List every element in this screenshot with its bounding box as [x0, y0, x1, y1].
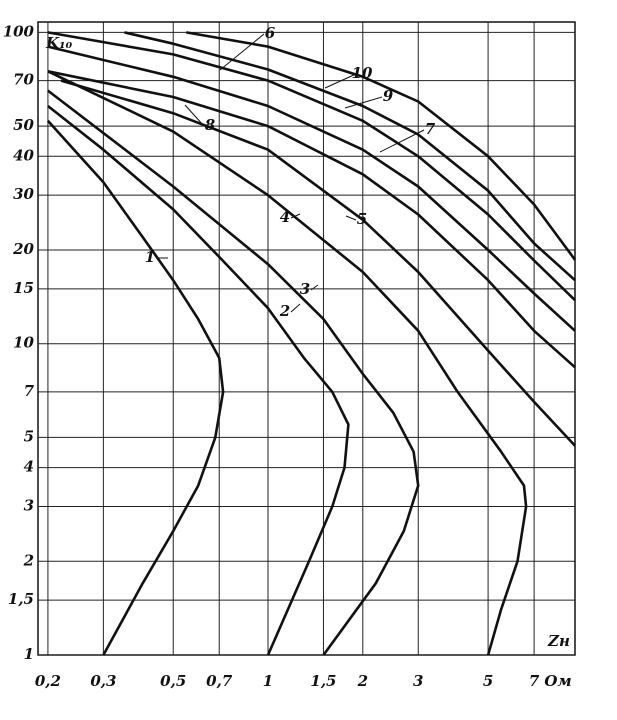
x-tick-label: 5 [483, 672, 493, 690]
y-tick-label: 5 [24, 427, 34, 445]
x-tick-label: 0,3 [90, 672, 116, 690]
curve [46, 119, 225, 656]
y-tick-label: 40 [13, 146, 34, 164]
curve [47, 104, 350, 656]
x-tick-label: 2 [357, 672, 368, 690]
leader-line [345, 215, 357, 221]
curve [60, 79, 576, 447]
curve-label: 3 [300, 280, 310, 298]
x-tick-label: 3 [413, 672, 423, 690]
x-tick-label: 1,5 [310, 672, 336, 690]
curve-label: 8 [205, 116, 216, 134]
y-tick-label: 2 [23, 551, 34, 569]
y-tick-label: 10 [13, 334, 34, 352]
x-tick-label: 1 [263, 672, 273, 690]
x-tick-label: 0,2 [35, 672, 61, 690]
curve-label: 1 [145, 248, 155, 266]
leader-line [219, 33, 265, 71]
curve-label: 2 [279, 302, 290, 320]
curve-label: 5 [357, 210, 367, 228]
curve-label: 10 [352, 64, 373, 82]
x-tick-label: 7 [529, 672, 540, 690]
y-tick-label: 20 [12, 240, 34, 258]
curve [47, 70, 576, 369]
curve-label: 6 [265, 24, 276, 42]
y-tick-label: 4 [24, 458, 34, 476]
leader-line [184, 104, 205, 127]
y-tick-label: 50 [13, 116, 34, 134]
x-unit: Ом [544, 672, 571, 690]
x-tick-label: 0,7 [206, 672, 233, 690]
leader-line [310, 284, 319, 291]
curve [47, 31, 576, 302]
curve [47, 45, 576, 332]
curve-label: 4 [280, 208, 290, 226]
y-tick-label: 1,5 [8, 590, 34, 608]
y-tick-label: 1 [24, 645, 34, 663]
x-tick-label: 0,5 [160, 672, 186, 690]
leader-line [344, 96, 383, 109]
y-tick-label: 30 [13, 185, 34, 203]
y-tick-label: 100 [3, 22, 35, 40]
leader-line [290, 303, 301, 313]
curve-label: 7 [425, 120, 436, 138]
curve [124, 31, 576, 282]
curve [47, 70, 528, 656]
curve [47, 89, 420, 656]
y-tick-label: 7 [24, 382, 35, 400]
x-axis-label: Zн [547, 632, 570, 650]
y-tick-label: 15 [13, 279, 34, 297]
leader-line [290, 213, 301, 219]
y-tick-label: 70 [13, 71, 34, 89]
y-tick-label: 3 [24, 496, 34, 514]
curve-label: 9 [383, 87, 394, 105]
leader-line [324, 73, 357, 89]
curve [186, 31, 577, 261]
